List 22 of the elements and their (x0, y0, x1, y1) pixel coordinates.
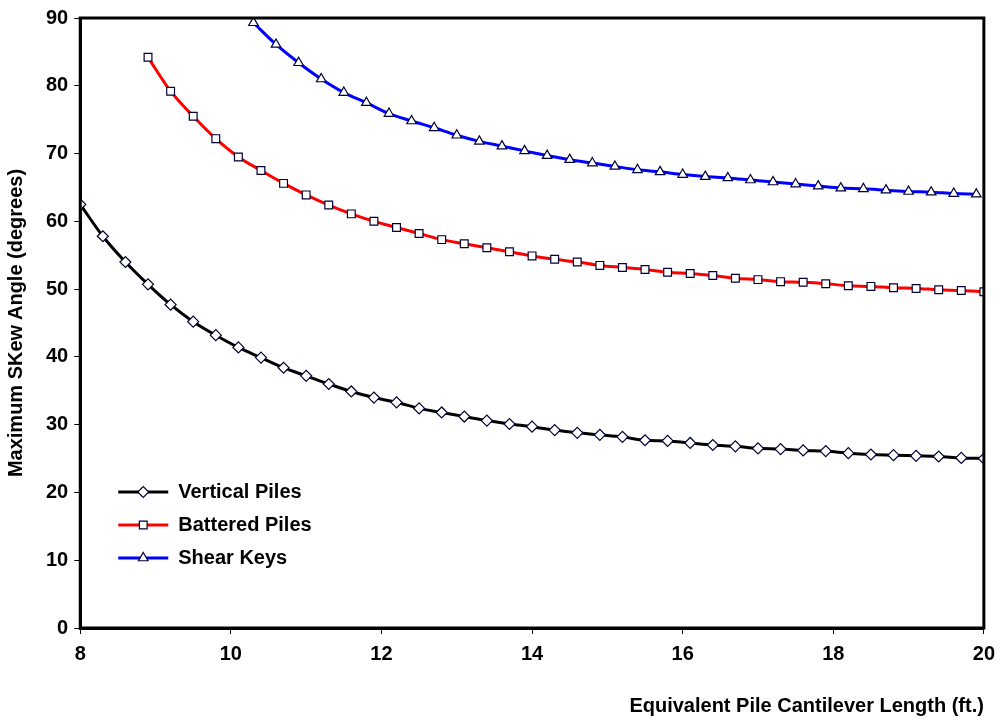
x-tick-label: 10 (219, 641, 242, 664)
y-tick-label: 10 (46, 547, 69, 570)
y-tick-label: 60 (46, 208, 69, 231)
y-tick-label: 0 (57, 615, 69, 638)
x-tick-label: 16 (671, 641, 694, 664)
y-tick-label: 50 (46, 276, 69, 299)
y-tick-label: 20 (46, 479, 69, 502)
x-tick-label: 12 (370, 641, 393, 664)
x-tick-label: 18 (822, 641, 845, 664)
y-tick-label: 40 (46, 344, 69, 367)
y-axis-title: Maximum SKew Angle (degrees) (3, 168, 26, 478)
legend-label: Vertical Piles (178, 479, 302, 502)
x-tick-label: 8 (74, 641, 86, 664)
legend-label: Shear Keys (178, 545, 288, 568)
x-tick-label: 20 (972, 641, 995, 664)
x-axis-title: Equivalent Pile Cantilever Length (ft.) (629, 693, 984, 716)
y-tick-label: 70 (46, 141, 69, 164)
y-tick-label: 80 (46, 73, 69, 96)
y-tick-label: 30 (46, 412, 69, 435)
x-tick-label: 14 (520, 641, 545, 664)
y-tick-label: 90 (46, 5, 69, 28)
legend-label: Battered Piles (178, 512, 312, 535)
